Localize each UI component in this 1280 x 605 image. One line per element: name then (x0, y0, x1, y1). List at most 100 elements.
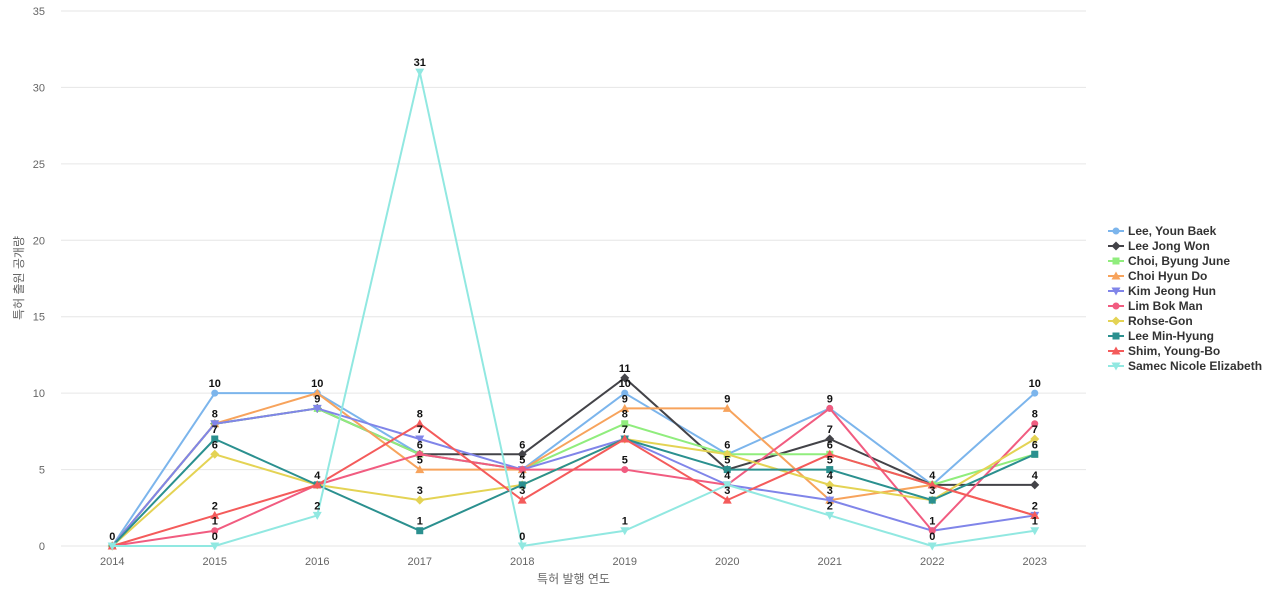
data-point (825, 480, 835, 490)
series-line (111, 407, 1036, 547)
legend-item: Lim Bok Man (1108, 299, 1203, 313)
data-label: 6 (1032, 439, 1038, 451)
series-samec-nicole-elizabeth (107, 68, 1040, 551)
data-point (415, 68, 425, 77)
legend-item: Lee Jong Won (1108, 239, 1210, 253)
data-point (825, 434, 835, 444)
series-kim-jeong-hun (107, 404, 1040, 551)
data-label: 9 (724, 393, 730, 405)
data-label: 0 (212, 531, 218, 543)
legend-label: Choi Hyun Do (1128, 269, 1207, 283)
legend-label: Choi, Byung June (1128, 254, 1230, 268)
data-label: 10 (1029, 378, 1041, 390)
data-label: 31 (414, 57, 426, 69)
data-point (517, 449, 527, 459)
data-label: 6 (212, 439, 218, 451)
data-point (620, 373, 630, 383)
data-point (723, 466, 731, 474)
data-label: 8 (417, 409, 423, 421)
data-point (211, 435, 219, 443)
data-point (1030, 510, 1040, 519)
legend-label: Shim, Young-Bo (1128, 344, 1220, 358)
x-tick-label: 2020 (715, 556, 739, 568)
data-label: 3 (724, 485, 730, 497)
data-point (1030, 480, 1040, 490)
data-label: 9 (827, 393, 833, 405)
data-label: 2 (1032, 500, 1038, 512)
data-label: 7 (417, 424, 423, 436)
data-point (620, 434, 630, 443)
data-point (928, 496, 936, 504)
data-point (825, 449, 835, 458)
legend-marker (1111, 271, 1121, 280)
data-label: 3 (929, 485, 935, 497)
data-point (722, 481, 732, 490)
data-label: 6 (827, 439, 833, 451)
data-label: 8 (1032, 409, 1038, 421)
data-label: 5 (622, 455, 628, 467)
legend-marker (1111, 346, 1121, 355)
data-label: 4 (519, 470, 526, 482)
data-point (826, 466, 834, 474)
data-point (517, 542, 527, 551)
x-tick-label: 2022 (920, 556, 944, 568)
data-point (826, 404, 834, 412)
series-lim-bok-man (108, 404, 1039, 550)
data-point (416, 450, 424, 458)
x-axis-ticks: 2014 2015 2016 2017 2018 2019 2020 2021 2022 2023 (100, 556, 1047, 568)
data-label: 5 (417, 455, 423, 467)
x-axis-title: 특허 발행 연도 (537, 571, 610, 586)
data-label: 10 (311, 378, 323, 390)
legend-marker (1112, 332, 1120, 340)
series-line (111, 438, 1036, 547)
x-tick-label: 2019 (613, 556, 637, 568)
legend-label: Lim Bok Man (1128, 299, 1203, 313)
data-label: 2 (314, 500, 320, 512)
data-point (518, 481, 526, 489)
legend-marker (1112, 227, 1120, 235)
data-point (1030, 434, 1040, 444)
data-label: 11 (619, 363, 631, 375)
data-point (825, 496, 835, 505)
series-line (111, 422, 1036, 547)
data-label: 5 (827, 455, 833, 467)
data-label: 1 (622, 516, 628, 528)
data-point (210, 449, 220, 459)
legend-marker (1111, 287, 1121, 296)
data-point (621, 466, 629, 474)
data-point (415, 419, 425, 428)
x-tick-label: 2014 (100, 556, 124, 568)
legend-item: Choi, Byung June (1108, 254, 1230, 268)
data-label: 7 (212, 424, 218, 436)
data-label: 5 (519, 455, 525, 467)
legend-item: Lee, Youn Baek (1108, 224, 1217, 238)
series-lee-min-hyung (108, 435, 1039, 550)
data-point (621, 420, 629, 428)
legend-item: Samec Nicole Elizabeth (1108, 359, 1262, 373)
data-point (415, 435, 425, 444)
grid (61, 10, 1086, 547)
x-tick-label: 2017 (408, 556, 432, 568)
data-label: 0 (109, 531, 115, 543)
legend-marker (1111, 241, 1121, 251)
data-point (107, 542, 117, 551)
data-point (517, 495, 527, 504)
legend-marker (1112, 302, 1120, 310)
legend-item: Rohse-Gon (1108, 314, 1193, 328)
legend-label: Kim Jeong Hun (1128, 284, 1216, 298)
data-point (416, 527, 424, 535)
data-label: 1 (929, 516, 935, 528)
data-label: 2 (827, 500, 833, 512)
data-label: 8 (212, 409, 218, 421)
data-label: 2 (212, 500, 218, 512)
data-label: 3 (417, 485, 423, 497)
x-tick-label: 2018 (510, 556, 534, 568)
data-label: 6 (417, 439, 423, 451)
data-label: 6 (519, 439, 525, 451)
data-point (312, 511, 322, 520)
legend-item: Shim, Young-Bo (1108, 344, 1220, 358)
y-tick-label: 25 (33, 159, 45, 171)
data-point (210, 510, 220, 519)
